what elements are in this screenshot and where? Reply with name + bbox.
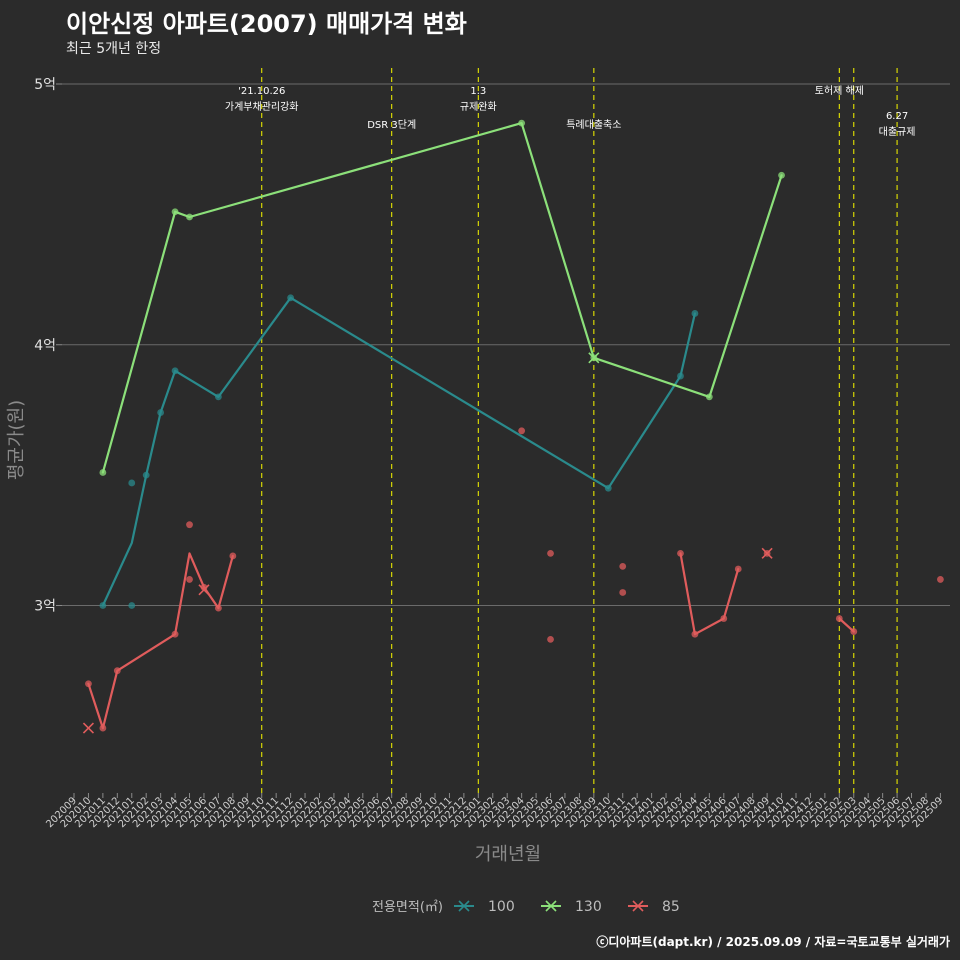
data-point-100 xyxy=(157,409,165,416)
data-point-85 xyxy=(215,604,222,612)
x-axis-ticks: 2020092020102020112020122021012021022021… xyxy=(44,793,946,830)
cross-marker-85 xyxy=(198,584,210,596)
data-point-85 xyxy=(677,549,684,557)
data-point-85 xyxy=(850,628,858,635)
series-line-130 xyxy=(101,121,783,474)
series-130 xyxy=(99,119,785,476)
x-axis-label: 거래년월 xyxy=(475,844,541,865)
data-point-130 xyxy=(705,393,713,401)
data-point-100 xyxy=(128,479,136,487)
y-tick-label: 5억 xyxy=(34,77,56,93)
data-point-85 xyxy=(691,630,699,638)
data-point-85 xyxy=(547,549,554,557)
data-point-85 xyxy=(547,635,554,643)
data-point-85 xyxy=(720,615,728,622)
data-point-100 xyxy=(128,602,136,609)
legend-marker-130 xyxy=(545,900,557,912)
data-point-100 xyxy=(142,471,150,479)
policy-annotation: 가계부채관리강화 xyxy=(225,101,299,113)
source-caption: ⓒ디아파트(dapt.kr) / 2025.09.09 / 자료=국토교통부 실… xyxy=(596,935,950,949)
data-point-100 xyxy=(99,602,107,609)
legend-label-100: 100 xyxy=(488,899,515,915)
data-point-85 xyxy=(937,576,944,583)
y-tick-label: 3억 xyxy=(34,599,56,615)
data-point-85 xyxy=(229,552,237,560)
data-point-85 xyxy=(619,589,627,596)
data-point-130 xyxy=(518,119,526,127)
data-point-85 xyxy=(113,667,121,675)
cross-marker-130 xyxy=(588,352,600,364)
policy-lines xyxy=(261,68,898,793)
legend-marker-100 xyxy=(458,900,470,912)
data-point-85 xyxy=(835,615,843,622)
cross-marker-85 xyxy=(761,547,773,559)
legend-label-130: 130 xyxy=(575,899,602,915)
data-point-85 xyxy=(85,680,92,688)
data-point-85 xyxy=(99,724,107,732)
data-point-100 xyxy=(287,294,294,302)
data-point-100 xyxy=(604,484,612,492)
series-line-85 xyxy=(679,552,740,636)
y-axis-label: 평균가(원) xyxy=(6,400,27,480)
data-point-100 xyxy=(215,393,222,401)
policy-annotation: 토허제 해제 xyxy=(815,84,864,97)
data-point-130 xyxy=(186,213,193,221)
data-point-100 xyxy=(677,372,684,380)
data-point-130 xyxy=(778,171,785,179)
legend-title: 전용면적(㎡) xyxy=(372,900,443,915)
data-point-85 xyxy=(186,576,193,583)
legend: 전용면적(㎡) 100 130 85 xyxy=(372,899,680,915)
data-point-100 xyxy=(691,310,699,317)
data-point-130 xyxy=(171,208,179,216)
data-point-85 xyxy=(518,427,526,435)
series-85 xyxy=(82,427,944,734)
series-line-100 xyxy=(101,296,697,607)
series-100 xyxy=(99,294,699,609)
data-point-85 xyxy=(734,565,742,573)
chart-title: 이안신정 아파트(2007) 매매가격 변화 xyxy=(66,10,467,38)
policy-annotation: 1.3 xyxy=(470,86,486,97)
y-tick-label: 4억 xyxy=(34,338,56,354)
policy-annotation: 규제완화 xyxy=(460,101,497,113)
policy-annotation: DSR 3단계 xyxy=(367,119,416,131)
series-layer xyxy=(82,119,944,734)
policy-annotation: '21.10.26 xyxy=(238,86,285,97)
grid-lines xyxy=(62,83,950,606)
chart-subtitle: 최근 5개년 한정 xyxy=(66,41,162,57)
y-axis-ticks: 3억 4억 5억 xyxy=(34,77,62,615)
legend-marker-85 xyxy=(632,900,644,912)
data-point-85 xyxy=(619,562,627,570)
policy-annotation: 6.27 xyxy=(886,111,908,122)
cross-marker-85 xyxy=(82,722,95,734)
legend-label-85: 85 xyxy=(662,899,680,915)
policy-annotation: 대출규제 xyxy=(879,126,916,138)
data-point-85 xyxy=(171,630,179,638)
data-point-85 xyxy=(186,521,193,529)
data-point-130 xyxy=(99,469,107,476)
series-line-85 xyxy=(87,552,234,730)
policy-annotation: 특례대출축소 xyxy=(566,119,621,131)
data-point-100 xyxy=(171,367,179,375)
